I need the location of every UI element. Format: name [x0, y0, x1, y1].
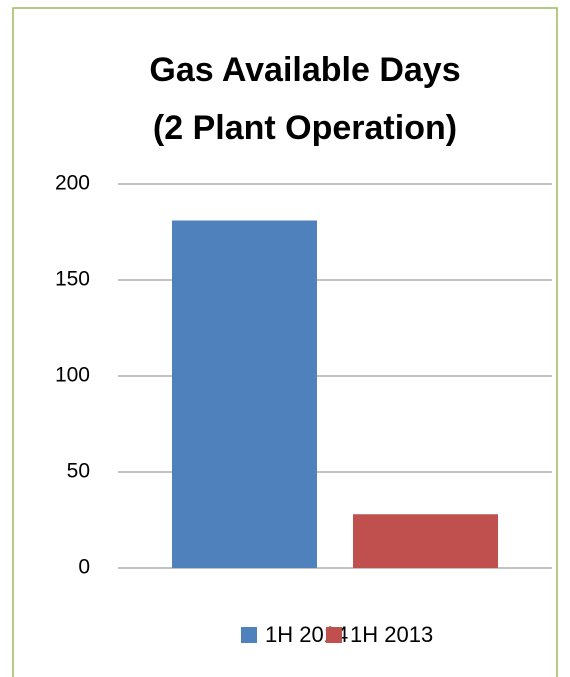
y-tick-label: 100: [55, 364, 90, 387]
legend-label: 1H 2013: [350, 622, 433, 647]
chart-border: [12, 7, 558, 677]
y-tick-label: 200: [55, 172, 90, 195]
legend-swatch: [241, 627, 257, 643]
bar: [172, 220, 317, 569]
chart-title: (2 Plant Operation): [153, 109, 457, 147]
chart-title: Gas Available Days: [149, 51, 460, 89]
y-tick-label: 0: [78, 556, 90, 579]
y-tick-label: 150: [55, 268, 90, 291]
legend-swatch: [326, 627, 342, 643]
y-tick-label: 50: [67, 460, 90, 483]
bar: [353, 514, 498, 568]
